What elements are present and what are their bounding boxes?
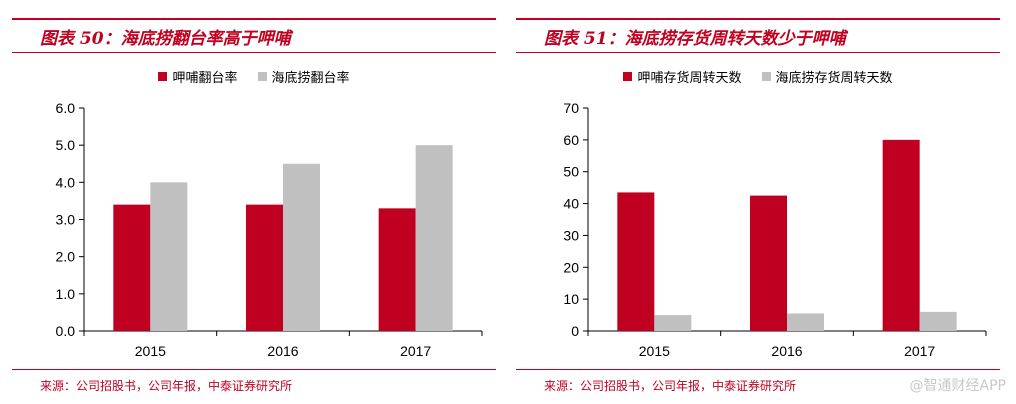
legend-label: 海底捞存货周转天数 — [775, 71, 893, 86]
title-rule — [12, 52, 496, 53]
legend-item-series-2: 海底捞存货周转天数 — [761, 67, 893, 86]
legend-swatch — [158, 72, 168, 81]
bar-chart-turnover: 0.0 1.0 2.0 3.0 4.0 5.0 6.0 2015 2016 2017 — [56, 100, 483, 359]
bar-series-2-2015 — [654, 315, 692, 331]
bottom-rule — [516, 369, 1000, 370]
title-rule — [516, 52, 1000, 53]
chart-legend: 呷哺存货周转天数 海底捞存货周转天数 — [516, 67, 1000, 86]
watermark: @智通财经APP — [909, 378, 1006, 394]
legend-item-series-1: 呷哺存货周转天数 — [623, 67, 742, 86]
legend-swatch — [623, 72, 633, 81]
y-tick-label: 3.0 — [56, 212, 76, 228]
bar-series-2-2017 — [415, 145, 453, 331]
top-rule — [516, 18, 1000, 20]
bar-series-1-2015 — [113, 204, 151, 331]
bar-series-2-2016 — [283, 163, 320, 331]
y-tick-label: 50 — [563, 164, 579, 180]
bar-series-1-2016 — [246, 204, 283, 331]
bar-series-1-2017 — [378, 208, 416, 331]
bar-series-1-2016 — [750, 195, 787, 331]
chart-panel-turnover: 图表 50：海底捞翻台率高于呷哺 呷哺翻台率 海底捞翻台率 0.0 1.0 2.0 3… — [12, 0, 496, 404]
y-tick-label: 0 — [571, 323, 579, 339]
chart-panel-inventory: 图表 51：海底捞存货周转天数少于呷哺 呷哺存货周转天数 海底捞存货周转天数 0… — [516, 0, 1000, 404]
bar-series-1-2017 — [882, 139, 920, 331]
x-tick-label: 2017 — [400, 343, 431, 359]
chart-legend: 呷哺翻台率 海底捞翻台率 — [12, 67, 496, 86]
bar-series-2-2017 — [919, 311, 957, 331]
y-tick-label: 4.0 — [56, 174, 76, 190]
top-rule — [12, 18, 496, 20]
y-tick-label: 20 — [563, 259, 579, 275]
bar-chart-inventory: 0 10 20 30 40 50 60 70 2015 2016 2017 — [563, 100, 987, 359]
legend-label: 呷哺翻台率 — [172, 71, 238, 86]
x-tick-label: 2017 — [904, 343, 935, 359]
x-tick-label: 2015 — [135, 343, 166, 359]
y-tick-label: 2.0 — [56, 249, 76, 265]
legend-label: 呷哺存货周转天数 — [637, 71, 742, 86]
y-tick-label: 6.0 — [56, 100, 76, 116]
legend-item-series-1: 呷哺翻台率 — [158, 67, 238, 86]
y-tick-label: 5.0 — [56, 137, 76, 153]
y-tick-label: 60 — [563, 132, 579, 148]
y-tick-label: 0.0 — [56, 323, 76, 339]
legend-swatch — [257, 72, 267, 81]
y-tick-label: 70 — [563, 100, 579, 116]
y-tick-label: 10 — [563, 291, 579, 307]
bar-series-2-2016 — [787, 313, 824, 331]
y-tick-label: 30 — [563, 227, 579, 243]
y-tick-label: 1.0 — [56, 286, 76, 302]
bar-series-2-2015 — [150, 182, 188, 331]
source-note: 来源：公司招股书，公司年报，中泰证券研究所 — [544, 379, 797, 393]
source-note: 来源：公司招股书，公司年报，中泰证券研究所 — [40, 379, 293, 393]
legend-swatch — [761, 72, 771, 81]
legend-label: 海底捞翻台率 — [271, 71, 350, 86]
chart-title: 图表 51：海底捞存货周转天数少于呷哺 — [544, 29, 846, 49]
x-tick-label: 2016 — [267, 343, 298, 359]
x-tick-label: 2015 — [639, 343, 670, 359]
chart-title: 图表 50：海底捞翻台率高于呷哺 — [40, 29, 291, 49]
bar-series-1-2015 — [617, 192, 655, 331]
legend-item-series-2: 海底捞翻台率 — [257, 67, 350, 86]
x-tick-label: 2016 — [771, 343, 802, 359]
y-tick-label: 40 — [563, 196, 579, 212]
bottom-rule — [12, 369, 496, 370]
